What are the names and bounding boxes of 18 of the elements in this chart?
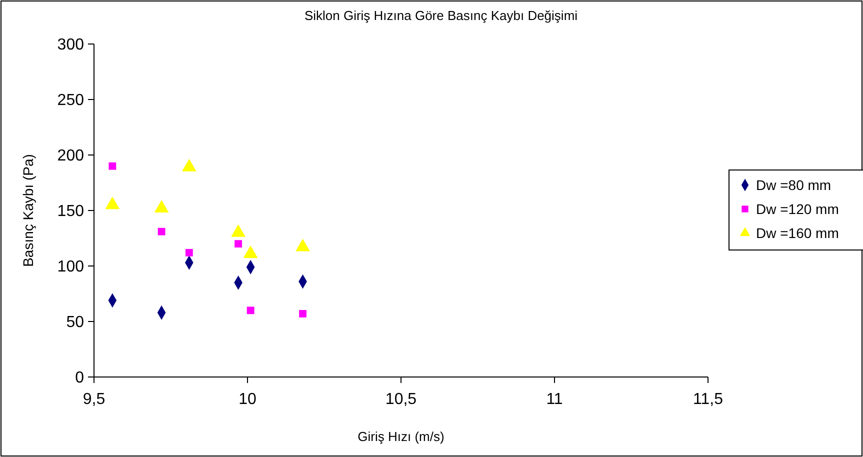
x-tick-label: 9,5 (82, 391, 106, 408)
y-tick-label: 300 (57, 36, 84, 54)
y-tick-label: 150 (57, 203, 84, 220)
x-tick-label: 11,5 (693, 391, 724, 408)
legend-label: Dw =120 mm (756, 200, 839, 217)
legend-label: Dw =80 mm (756, 176, 832, 193)
y-tick-label: 200 (57, 148, 84, 165)
x-axis-title: Giriş Hızı (m/s) (358, 429, 444, 444)
x-tick-label: 10 (238, 391, 256, 408)
y-axis-title: Basınç Kaybı (Pa) (20, 154, 36, 267)
chart-title: Siklon Giriş Hızına Göre Basınç Kaybı Değişimi (304, 8, 578, 23)
y-tick-label: 100 (57, 258, 84, 276)
y-tick-label: 0 (75, 370, 84, 387)
x-tick-label: 10,5 (385, 391, 417, 408)
y-tick-label: 50 (66, 314, 84, 332)
y-tick-label: 250 (57, 92, 84, 110)
legend-label: Dw =160 mm (756, 224, 839, 241)
x-tick-label: 11 (546, 391, 563, 408)
